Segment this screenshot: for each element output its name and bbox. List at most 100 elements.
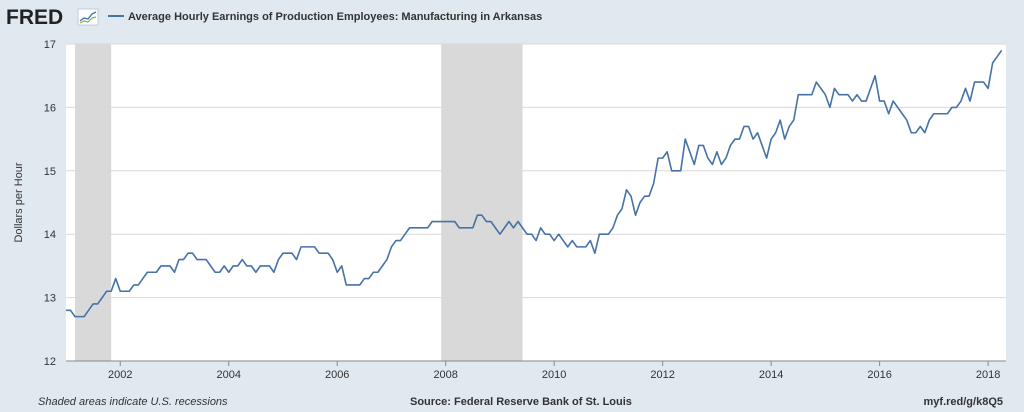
data-point: [236, 264, 240, 268]
data-point: [172, 270, 176, 274]
data-point: [846, 93, 850, 97]
data-point: [805, 93, 809, 97]
data-point: [69, 308, 73, 312]
data-point: [674, 169, 678, 173]
data-point: [412, 226, 416, 230]
data-point: [579, 245, 583, 249]
data-point: [254, 270, 258, 274]
data-point: [245, 264, 249, 268]
y-tick-label: 16: [44, 102, 56, 114]
data-point: [624, 188, 628, 192]
data-point: [986, 86, 990, 90]
data-point: [891, 99, 895, 103]
data-point: [692, 162, 696, 166]
data-point: [615, 213, 619, 217]
data-point: [123, 289, 127, 293]
data-point: [331, 258, 335, 262]
data-point: [611, 226, 615, 230]
data-point: [317, 251, 321, 255]
data-point: [502, 226, 506, 230]
data-point: [629, 194, 633, 198]
plot-background: [66, 44, 1006, 361]
data-point: [566, 245, 570, 249]
header: FRED Average Hourly Earnings of Producti…: [6, 6, 542, 29]
data-point: [480, 213, 484, 217]
data-point: [851, 99, 855, 103]
data-point: [936, 112, 940, 116]
data-point: [954, 105, 958, 109]
data-point: [182, 258, 186, 262]
data-point: [141, 277, 145, 281]
data-point: [715, 150, 719, 154]
data-point: [991, 61, 995, 65]
data-point: [643, 194, 647, 198]
data-point: [837, 93, 841, 97]
data-point: [665, 150, 669, 154]
y-tick-label: 13: [44, 293, 56, 305]
data-point: [394, 239, 398, 243]
y-tick-label: 17: [44, 39, 56, 51]
data-point: [326, 251, 330, 255]
data-point: [968, 99, 972, 103]
data-point: [290, 251, 294, 255]
data-point: [647, 194, 651, 198]
data-point: [896, 105, 900, 109]
data-point: [385, 258, 389, 262]
data-point: [561, 239, 565, 243]
data-point: [534, 239, 538, 243]
data-point: [570, 239, 574, 243]
data-point: [154, 270, 158, 274]
data-point: [367, 277, 371, 281]
data-point: [186, 251, 190, 255]
data-point: [927, 118, 931, 122]
data-point: [593, 251, 597, 255]
data-point: [521, 226, 525, 230]
footer: Shaded areas indicate U.S. recessions So…: [38, 396, 1003, 408]
legend-series-title[interactable]: Average Hourly Earnings of Production Em…: [128, 11, 542, 23]
data-point: [299, 245, 303, 249]
data-point: [552, 239, 556, 243]
recession-note: Shaded areas indicate U.S. recessions: [38, 396, 228, 408]
data-point: [801, 93, 805, 97]
data-point: [964, 86, 968, 90]
data-point: [548, 232, 552, 236]
data-point: [918, 124, 922, 128]
fred-logo[interactable]: FRED: [6, 6, 63, 29]
data-point: [634, 213, 638, 217]
data-point: [462, 226, 466, 230]
data-point: [774, 131, 778, 135]
x-tick-label: 2016: [867, 369, 891, 381]
data-point: [358, 283, 362, 287]
data-point: [873, 74, 877, 78]
data-point: [349, 283, 353, 287]
data-point: [909, 131, 913, 135]
data-point: [426, 226, 430, 230]
data-point: [620, 207, 624, 211]
data-point: [543, 232, 547, 236]
data-point: [295, 258, 299, 262]
data-point: [403, 232, 407, 236]
data-point: [719, 162, 723, 166]
data-point: [597, 232, 601, 236]
data-point: [688, 150, 692, 154]
data-point: [796, 93, 800, 97]
data-point: [661, 156, 665, 160]
data-point: [304, 245, 308, 249]
data-point: [263, 264, 267, 268]
data-point: [756, 131, 760, 135]
y-axis-label: Dollars per Hour: [13, 162, 25, 242]
short-link[interactable]: myf.red/g/k8Q5: [924, 396, 1003, 408]
data-point: [344, 283, 348, 287]
data-point: [87, 308, 91, 312]
data-point: [683, 137, 687, 141]
data-point: [114, 277, 118, 281]
data-point: [728, 143, 732, 147]
data-point: [136, 283, 140, 287]
data-point: [484, 220, 488, 224]
data-point: [430, 220, 434, 224]
data-point: [878, 99, 882, 103]
data-point: [810, 93, 814, 97]
data-point: [376, 270, 380, 274]
